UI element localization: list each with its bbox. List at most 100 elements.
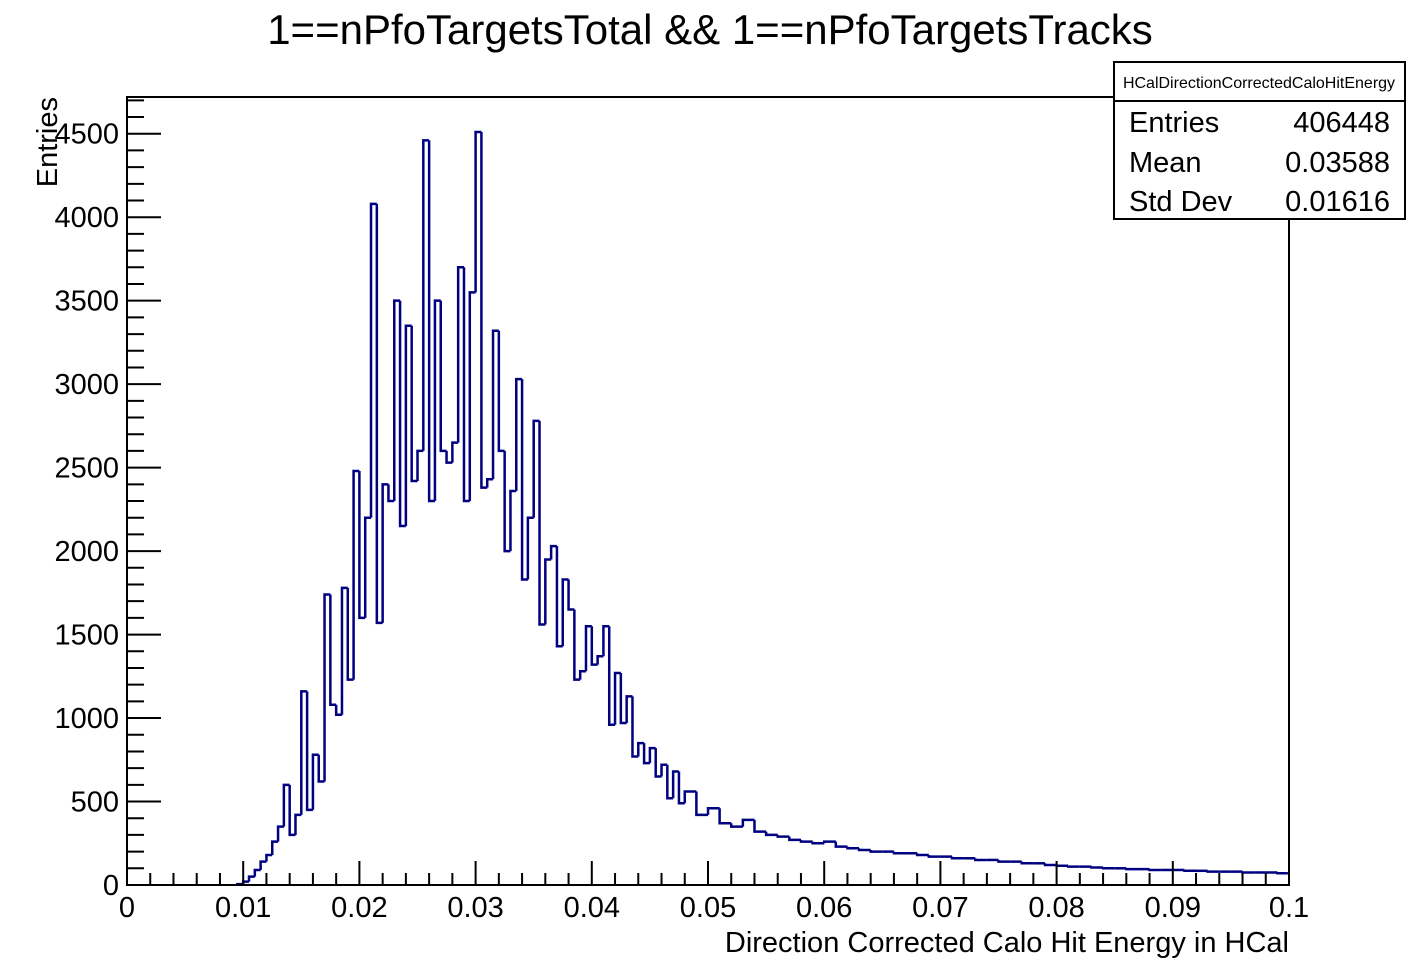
x-tick-label: 0.04	[564, 892, 620, 924]
histogram-bin	[741, 818, 755, 827]
histogram-bin	[1206, 870, 1220, 873]
x-tick-label: 0.06	[796, 892, 852, 924]
histogram-bin	[764, 831, 778, 837]
x-tick-label: 0.02	[331, 892, 387, 924]
histogram-bin	[416, 449, 424, 481]
stats-label-entries: Entries	[1129, 107, 1219, 139]
histogram-bin	[974, 858, 987, 862]
histogram-bin	[753, 819, 767, 833]
histogram-bin	[1125, 867, 1138, 871]
chart-title: 1==nPfoTargetsTotal && 1==nPfoTargetsTra…	[267, 6, 1153, 53]
histogram-bin	[607, 626, 616, 726]
histogram-bin	[776, 834, 790, 838]
stats-label-mean: Mean	[1129, 147, 1202, 179]
histogram-bin	[1043, 863, 1057, 867]
y-tick-label: 4500	[54, 119, 119, 151]
histogram-bin	[1020, 861, 1034, 865]
axes: 0 0.01 0.02 0.03 0.04 0.05 0.06 0.07 0.08 0.09 0.1…	[54, 99, 1309, 924]
histogram-bin	[358, 470, 366, 620]
histogram-bin	[695, 791, 708, 817]
x-tick-label: 0.1	[1269, 892, 1309, 924]
histogram-bin	[247, 875, 255, 882]
stats-label-stddev: Std Dev	[1129, 186, 1233, 218]
y-tick-label: 0	[103, 870, 119, 902]
y-tick-label: 3000	[54, 369, 119, 401]
histogram-bin	[515, 377, 523, 491]
histogram-bin	[485, 478, 494, 488]
histogram-bin	[387, 484, 395, 503]
histogram-bin	[555, 546, 563, 648]
x-tick-label: 0.08	[1028, 892, 1084, 924]
histogram-bin	[346, 587, 354, 681]
histogram-bin	[497, 330, 505, 453]
histogram-bin	[474, 130, 482, 293]
histogram-bin	[276, 825, 284, 842]
histogram-bin	[892, 851, 906, 855]
histogram-bin	[648, 746, 656, 764]
histogram-bin	[375, 203, 383, 625]
histogram-bin	[619, 672, 627, 725]
histogram-bin	[433, 299, 441, 502]
histogram-bin	[799, 839, 813, 843]
histogram-bin	[544, 558, 552, 625]
histogram-bin	[915, 853, 929, 857]
histogram-bin	[706, 806, 720, 815]
x-tick-label: 0.07	[912, 892, 968, 924]
histogram-bin	[1066, 865, 1080, 868]
histogram-bin	[997, 859, 1011, 863]
histogram-bin	[427, 140, 435, 503]
plot-frame	[126, 96, 1290, 886]
plot-area	[236, 130, 1289, 886]
stats-value-stddev: 0.01616	[1285, 186, 1390, 218]
histogram-bin	[317, 754, 325, 783]
stats-box-frame	[1113, 61, 1406, 220]
histogram-bin	[363, 516, 372, 618]
histogram-bin	[369, 202, 377, 518]
histogram-bin	[549, 544, 557, 560]
histogram-bin	[271, 840, 279, 855]
histogram-bin	[305, 691, 313, 812]
histogram-bin	[451, 441, 459, 463]
histogram-bin	[625, 695, 633, 724]
histogram-bin	[846, 846, 860, 850]
histogram-bin	[1241, 871, 1255, 874]
y-axis-label: Entries	[32, 97, 64, 187]
histogram-bin	[253, 868, 261, 877]
histogram-bin	[950, 856, 964, 860]
histogram-bin	[456, 266, 464, 443]
y-tick-label: 3500	[54, 286, 119, 318]
histogram-bin	[340, 586, 348, 715]
histogram-bin	[520, 379, 528, 581]
histogram-bin	[445, 450, 453, 464]
histogram-bin	[393, 299, 401, 502]
histogram-bin	[788, 836, 801, 842]
histogram-bin	[410, 325, 418, 483]
histogram-bin	[869, 849, 883, 853]
x-tick-label: 0.09	[1145, 892, 1201, 924]
histogram-bin	[1183, 869, 1197, 873]
histogram-bin	[718, 808, 732, 825]
x-tick-label: 0.01	[215, 892, 271, 924]
histogram-bin	[729, 823, 743, 828]
histogram-bin	[666, 764, 674, 800]
histogram-bin	[590, 626, 598, 666]
histogram-bin	[323, 593, 331, 782]
histogram-bin	[503, 450, 511, 553]
y-tick-label: 2000	[54, 536, 119, 568]
y-tick-label: 4000	[54, 202, 119, 234]
histogram-bin	[1148, 868, 1162, 872]
histogram-bin	[642, 743, 650, 765]
histogram-bin	[404, 324, 412, 527]
histogram-bin	[573, 609, 581, 681]
histogram-bin	[927, 854, 941, 858]
histogram-bin	[834, 841, 848, 848]
histogram-bin	[567, 579, 575, 611]
histogram-bin	[596, 655, 604, 665]
histogram-bin	[613, 671, 621, 725]
y-tick-label: 2500	[54, 453, 119, 485]
stats-box-title: HCalDirectionCorrectedCaloHitEnergy	[1123, 75, 1395, 92]
histogram-bin	[671, 770, 679, 799]
histogram-bin	[259, 860, 267, 870]
